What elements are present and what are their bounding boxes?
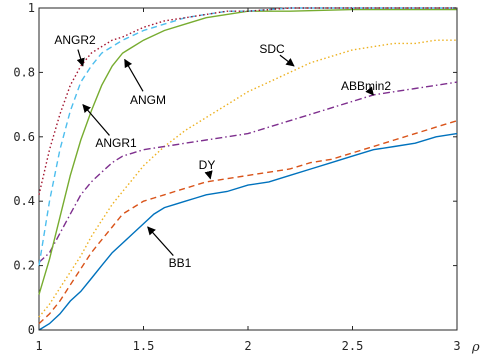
- annotation-arrow-angr2: [76, 49, 85, 67]
- y-tick-label: 0.8: [13, 65, 35, 79]
- series-layer: [38, 7, 458, 331]
- plot-area: [38, 7, 458, 331]
- x-tick-label: 3: [453, 339, 460, 353]
- annotation-arrow-dy: [204, 170, 213, 180]
- annotation-label-sdc: SDC: [259, 42, 285, 56]
- x-tick-label: 2.5: [342, 339, 364, 353]
- annotation-label-angm: ANGM: [130, 93, 166, 107]
- annotation-label-angr1: ANGR1: [95, 136, 137, 150]
- axes-box: [38, 7, 458, 331]
- annotation-arrow-angm: [124, 58, 144, 92]
- x-tick-label: 1.5: [133, 339, 155, 353]
- series-line-dy: [38, 120, 458, 325]
- annotation-label-angr2: ANGR2: [54, 33, 96, 47]
- y-tick-label: 0.2: [13, 259, 35, 273]
- series-line-bb1: [38, 132, 458, 331]
- annotation-arrow-sdc: [279, 54, 295, 67]
- annotation-arrow-abbmin2: [365, 86, 374, 96]
- y-tick-label: 0.6: [13, 130, 35, 144]
- series-line-abbmin2: [38, 81, 458, 263]
- annotation-label-abbmin2: ABBmin2: [341, 79, 391, 93]
- x-tick-label: 2: [244, 339, 251, 353]
- annotation-label-bb1: BB1: [169, 256, 192, 270]
- y-tick-label: 0: [28, 323, 35, 337]
- annotation-layer: ANGR2 ANGR1 ANGM SDC ABBmin2 DY BB1: [54, 33, 391, 270]
- annotation-label-dy: DY: [199, 158, 216, 172]
- x-tick-label: 1: [35, 339, 42, 353]
- series-line-sdc: [38, 39, 457, 318]
- tick-layer: 1 1.5 2 2.5 3 0 0.2 0.4 0.6 0.8 1: [13, 1, 460, 353]
- annotation-arrow-bb1: [147, 226, 174, 256]
- series-line-angr2: [38, 7, 457, 195]
- x-axis-label: ρ: [471, 340, 480, 355]
- y-tick-label: 0.4: [13, 194, 35, 208]
- annotation-arrow-angr1: [82, 103, 110, 136]
- y-tick-label: 1: [28, 1, 35, 15]
